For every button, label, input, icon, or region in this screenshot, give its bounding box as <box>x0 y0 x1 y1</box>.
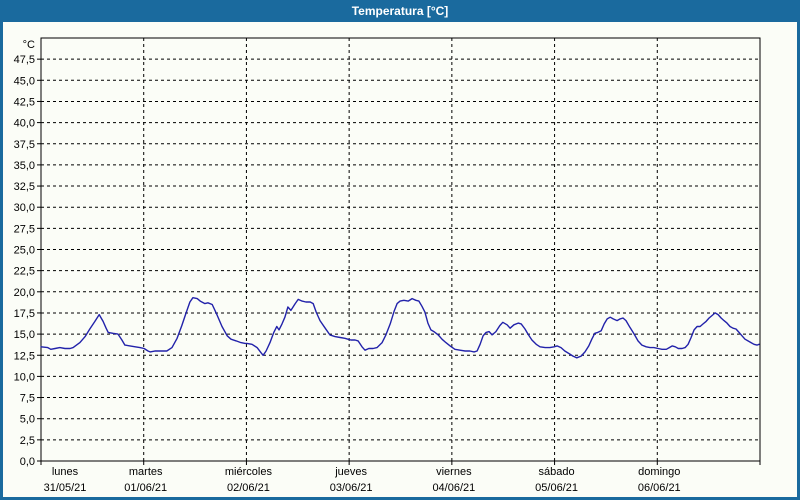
temperature-series-line <box>40 297 760 359</box>
plot-border <box>40 37 761 462</box>
day-name-label: martes <box>129 466 163 478</box>
day-date-label: 04/06/21 <box>432 482 475 494</box>
y-tick-label: 0,0 <box>20 456 35 468</box>
title-bar: Temperatura [°C] <box>0 0 800 22</box>
day-date-label: 03/06/21 <box>330 482 373 494</box>
chart-background <box>3 22 797 497</box>
day-name-label: lunes <box>52 466 79 478</box>
y-tick-label: 27,5 <box>14 223 35 235</box>
y-tick-label: 5,0 <box>20 414 35 426</box>
y-tick-label: 12,5 <box>14 350 35 362</box>
y-tick-label: 20,0 <box>14 287 35 299</box>
y-tick-label: 2,5 <box>20 435 35 447</box>
day-date-label: 06/06/21 <box>638 482 681 494</box>
y-tick-label: 25,0 <box>14 245 35 257</box>
y-tick-label: 10,0 <box>14 371 35 383</box>
day-name-label: sábado <box>539 466 575 478</box>
y-tick-label: 7,5 <box>20 393 35 405</box>
y-tick-label: 17,5 <box>14 308 35 320</box>
y-tick-label: 42,5 <box>14 96 35 108</box>
y-tick-label: 32,5 <box>14 181 35 193</box>
day-date-label: 02/06/21 <box>227 482 270 494</box>
y-tick-label: 35,0 <box>14 160 35 172</box>
day-date-label: 05/06/21 <box>535 482 578 494</box>
y-tick-label: 40,0 <box>14 118 35 130</box>
y-tick-label: 30,0 <box>14 202 35 214</box>
window-title: Temperatura [°C] <box>351 4 449 18</box>
day-date-label: 01/06/21 <box>124 482 167 494</box>
y-tick-label: 22,5 <box>14 266 35 278</box>
day-name-label: viernes <box>436 466 472 478</box>
y-tick-label: 37,5 <box>14 139 35 151</box>
y-tick-label: 45,0 <box>14 75 35 87</box>
y-tick-label: 15,0 <box>14 329 35 341</box>
day-date-label: 31/05/21 <box>44 482 87 494</box>
day-name-label: domingo <box>638 466 680 478</box>
day-name-label: jueves <box>334 466 367 478</box>
y-axis-unit-label: °C <box>23 39 35 51</box>
y-tick-label: 47,5 <box>14 54 35 66</box>
day-name-label: miércoles <box>225 466 273 478</box>
